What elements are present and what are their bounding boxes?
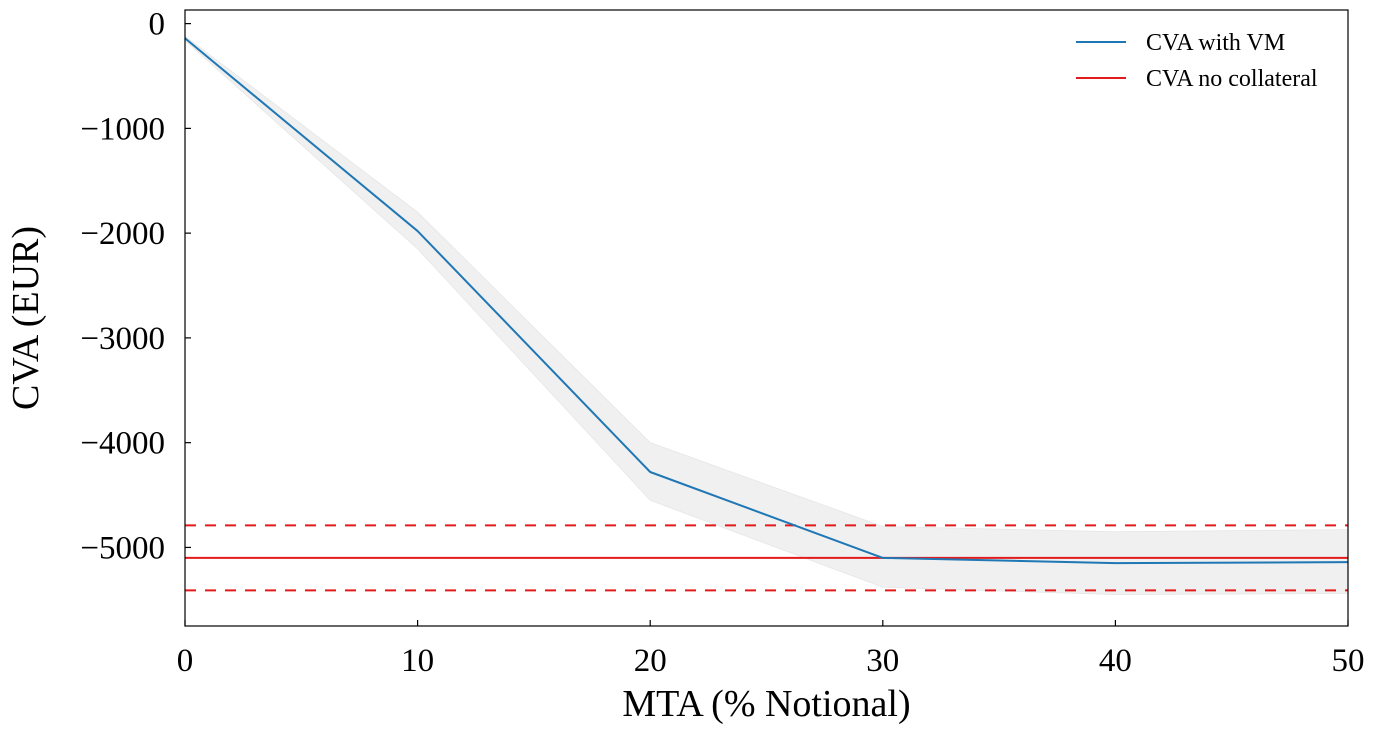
y-tick-label-0: 0 [149,7,166,43]
x-tick-label-5: 50 [1332,643,1365,679]
series-line-0 [184,37,1349,565]
legend-label-cva-no-collateral: CVA no collateral [1146,66,1318,92]
legend-label-cva-with-vm: CVA with VM [1146,30,1285,56]
y-tick-label-5: −5000 [80,530,165,566]
plot-area [184,35,1349,595]
x-tick-label-2: 20 [634,643,667,679]
x-tick-label-3: 30 [866,643,899,679]
y-axis-title: CVA (EUR) [5,226,47,410]
x-tick-label-1: 10 [401,643,434,679]
x-tick-label-0: 0 [177,643,194,679]
y-tick-label-1: −1000 [80,111,165,147]
y-tick-label-2: −2000 [80,216,165,252]
plot-frame [184,9,1349,627]
axis-ticks: 0 10 20 30 40 50 0 −1000 −2000 −3000 −4000 −5000 [80,7,1364,679]
x-tick-label-4: 40 [1099,643,1132,679]
confidence-band [184,35,1349,595]
legend: CVA with VM CVA no collateral [1076,30,1318,92]
y-tick-label-3: −3000 [80,321,165,357]
y-tick-label-4: −4000 [80,426,165,462]
x-axis-title: MTA (% Notional) [622,683,910,725]
